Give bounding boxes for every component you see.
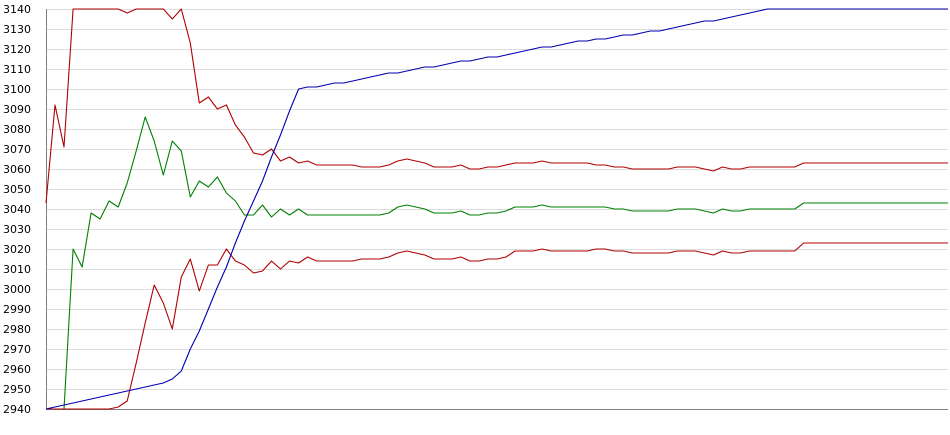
y-tick-label: 2970 [3, 343, 31, 356]
y-tick-label: 3080 [3, 123, 31, 136]
series-line-1 [45, 8, 948, 204]
y-tick-label: 2940 [3, 403, 31, 416]
y-tick-label: 2980 [3, 323, 31, 336]
y-tick-label: 3120 [3, 43, 31, 56]
y-tick-label: 3050 [3, 183, 31, 196]
y-tick-label: 2960 [3, 363, 31, 376]
y-tick-label: 3000 [3, 283, 31, 296]
y-tick-label: 2950 [3, 383, 31, 396]
series-line-3 [46, 242, 948, 410]
y-tick-label: 3030 [3, 223, 31, 236]
y-tick-label: 3040 [3, 203, 31, 216]
y-tick-label: 3010 [3, 263, 31, 276]
y-tick-label: 3100 [3, 83, 31, 96]
series-lines [45, 8, 948, 410]
gridlines [46, 9, 948, 410]
y-tick-label: 2990 [3, 303, 31, 316]
y-tick-label: 3020 [3, 243, 31, 256]
series-line-4 [45, 8, 948, 410]
y-tick-label: 3090 [3, 103, 31, 116]
y-tick-label: 3070 [3, 143, 31, 156]
y-tick-label: 3060 [3, 163, 31, 176]
axes [46, 9, 948, 410]
y-tick-label: 3110 [3, 63, 31, 76]
series-line-2 [46, 116, 948, 410]
y-tick-labels: 3140 3130 3120 3110 3100 3090 3080 3070 3060 3050… [3, 3, 31, 416]
y-tick-label: 3140 [3, 3, 31, 16]
y-tick-label: 3130 [3, 23, 31, 36]
